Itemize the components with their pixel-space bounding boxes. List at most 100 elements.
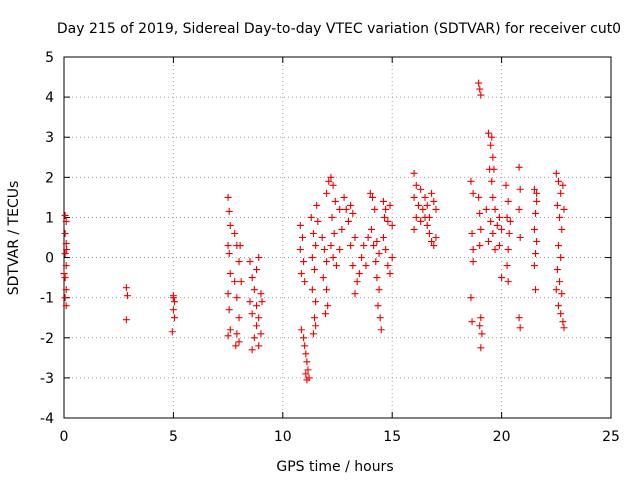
data-point [301, 342, 309, 350]
data-point [61, 211, 69, 219]
data-point [61, 294, 69, 302]
data-point [369, 193, 377, 201]
data-point [364, 234, 372, 241]
data-point [313, 201, 321, 209]
data-point [224, 242, 232, 250]
data-point [554, 242, 562, 250]
data-point [226, 221, 234, 229]
data-point [330, 229, 338, 237]
y-tick-label: 5 [45, 50, 54, 66]
data-point [379, 234, 387, 241]
data-point [516, 234, 524, 241]
data-point [62, 217, 70, 225]
data-point [467, 177, 475, 185]
data-point [347, 201, 355, 209]
data-point [248, 310, 256, 318]
data-point [235, 258, 243, 266]
data-point [312, 298, 320, 306]
data-point [373, 238, 381, 246]
data-point [515, 314, 523, 322]
data-point [373, 274, 381, 282]
data-point [323, 286, 331, 294]
data-point [554, 302, 562, 310]
data-point [493, 221, 501, 229]
data-point [388, 254, 396, 262]
y-tick-label: -2 [40, 331, 54, 347]
data-point [491, 246, 499, 254]
data-point [61, 229, 69, 237]
data-point [533, 189, 541, 197]
data-point [60, 270, 68, 278]
y-tick-label: 1 [45, 210, 54, 226]
data-point [430, 242, 438, 250]
data-point [300, 334, 308, 342]
data-point [515, 163, 523, 171]
data-point [489, 229, 497, 237]
data-point [430, 197, 438, 205]
data-point [324, 302, 332, 310]
data-point [504, 278, 512, 286]
data-point [224, 193, 232, 201]
data-point [226, 270, 234, 278]
data-point [257, 290, 265, 298]
data-point [123, 292, 131, 300]
data-point [477, 344, 485, 352]
data-point [553, 201, 561, 209]
data-point [253, 302, 261, 310]
data-point [347, 242, 355, 250]
data-point [432, 234, 440, 241]
data-point [303, 376, 311, 384]
y-tick-label: 0 [45, 251, 54, 267]
data-point [487, 217, 495, 225]
chart-title: Day 215 of 2019, Sidereal Day-to-day VTE… [57, 21, 621, 37]
data-point [296, 246, 304, 254]
data-point [504, 246, 512, 254]
data-point [379, 197, 387, 205]
data-point [225, 250, 233, 258]
data-point [246, 258, 254, 266]
data-point [477, 314, 485, 322]
data-point [297, 326, 305, 334]
data-point [308, 286, 316, 294]
data-point [495, 242, 503, 250]
data-point [336, 205, 344, 213]
data-point [353, 278, 361, 286]
data-point [323, 189, 331, 197]
data-point [503, 262, 511, 270]
data-point [504, 197, 512, 205]
data-point [360, 242, 368, 250]
data-point [307, 213, 315, 221]
data-point [62, 262, 70, 270]
data-point [410, 225, 418, 233]
data-point [122, 284, 130, 292]
data-point [488, 177, 496, 185]
data-point [329, 181, 337, 189]
data-point [168, 328, 176, 336]
plot-frame [63, 56, 612, 419]
data-point [560, 324, 568, 332]
data-point [258, 298, 266, 306]
data-point [516, 324, 524, 332]
data-point [62, 302, 70, 310]
data-point [532, 209, 540, 217]
data-point [312, 322, 320, 330]
data-point [503, 213, 511, 221]
data-point [226, 326, 234, 334]
data-point [381, 213, 389, 221]
data-point [382, 205, 390, 213]
data-point [428, 238, 436, 246]
data-point [467, 294, 475, 302]
data-point [237, 278, 245, 286]
data-point [312, 242, 320, 250]
data-point [476, 85, 484, 93]
data-point [384, 262, 392, 270]
data-point [476, 209, 484, 217]
data-point [225, 306, 233, 314]
data-point [410, 193, 418, 201]
data-point [362, 262, 370, 270]
data-point [62, 240, 70, 248]
data-point [375, 250, 383, 258]
tick-labels: 0 5 10 15 20 25 -4 -3 -2 -1 0 1 2 3 4 5 [40, 50, 620, 445]
data-point [318, 234, 326, 241]
data-point [302, 350, 310, 358]
